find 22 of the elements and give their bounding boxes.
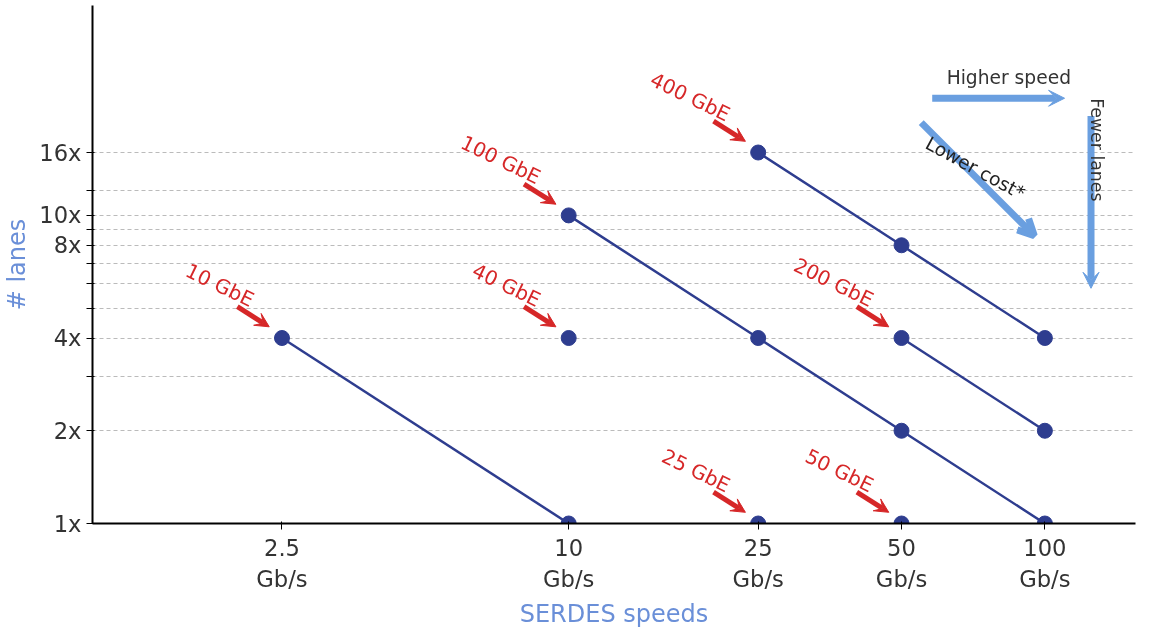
text: 400 GbE <box>646 67 734 127</box>
x-tick-label: 50 Gb/s <box>875 534 928 592</box>
y-tick-label: 4x <box>53 325 82 351</box>
y-tick-label: 2x <box>53 417 82 444</box>
text: 100 GbE <box>457 130 545 190</box>
y-tick-label: 8x <box>53 232 82 259</box>
text: 10 GbE <box>181 258 258 312</box>
x-axis-title: SERDES speeds <box>519 599 709 628</box>
text: 40 GbE <box>468 258 545 312</box>
x-tick-label: 10 Gb/s <box>543 534 595 592</box>
x-tick-label: 100 Gb/s <box>1019 534 1071 592</box>
text: 25 GbE <box>658 444 734 498</box>
y-tick-label: 10x <box>39 202 82 229</box>
text: 200 GbE <box>790 252 878 312</box>
y-tick-label: 1x <box>53 510 82 537</box>
text: 50 GbE <box>801 444 878 498</box>
y-axis-title: # lanes <box>3 218 32 311</box>
annotation: Fewer lanes <box>1086 98 1107 202</box>
x-tick-label: 2.5 Gb/s <box>256 534 308 592</box>
y-tick-label: 16x <box>39 139 82 166</box>
x-tick-label: 25 Gb/s <box>732 534 784 592</box>
annotation: Higher speed <box>946 67 1071 89</box>
